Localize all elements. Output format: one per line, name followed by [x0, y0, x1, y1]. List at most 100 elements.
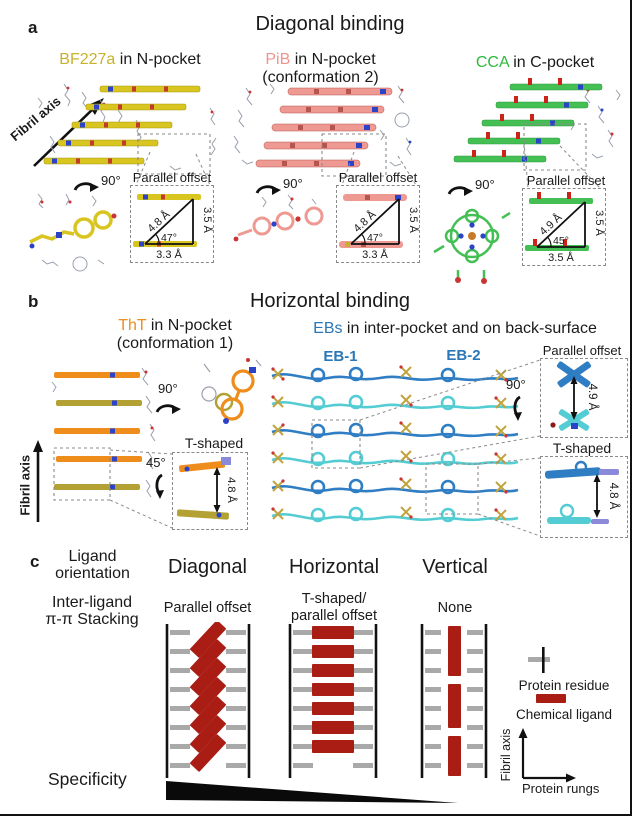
- column-header-vertical: Vertical: [422, 556, 488, 578]
- tshaped-distance-eb: 4.8 Å: [607, 483, 620, 510]
- tshaped-graphic-eb: 4.8 Å: [544, 460, 620, 524]
- bf227a-location: in N-pocket: [115, 51, 201, 68]
- eb1-label: EB-1: [323, 348, 358, 365]
- specificity-wedge: [166, 781, 458, 803]
- chemical-ligand-label: Chemical ligand: [515, 707, 613, 722]
- parallel-distance-eb: 4.9 Å: [586, 384, 599, 411]
- rotate-90-icon-a3: [447, 186, 473, 196]
- pib-top-view: [233, 194, 324, 242]
- column-header-diagonal: Diagonal: [168, 556, 247, 578]
- rotate-90-icon-tht: [155, 404, 181, 414]
- eb2-label: EB-2: [446, 347, 481, 364]
- panel-c-label: c: [30, 552, 40, 571]
- pib-stack-scene: [233, 83, 412, 177]
- parallel-offset-graphic-eb: 4.9 Å: [550, 361, 599, 431]
- parallel-offset-inset-a3: 45° 4.9 Å 3.5 Å 3.5 Å: [522, 188, 606, 266]
- fibril-axis-arrow-b: [33, 440, 43, 522]
- rotate-90-icon-a1: [73, 182, 99, 192]
- rotate-45-label-tht: 45°: [146, 455, 166, 470]
- base-value-a1: 3.3 Å: [156, 248, 182, 261]
- stacking-horizontal-line2: parallel offset: [291, 608, 377, 624]
- rotate-90-label-a3: 90°: [475, 177, 495, 192]
- pib-location: in N-pocket: [290, 51, 376, 68]
- parallel-offset-inset-eb: 4.9 Å: [540, 358, 628, 438]
- offset-triangle-a3: 45° 4.9 Å 3.5 Å 3.5 Å: [525, 192, 606, 264]
- bf227a-top-view: [29, 193, 117, 272]
- stacking-horizontal-line1: T-shaped/: [301, 591, 367, 607]
- phosphate-oxygens: [271, 365, 508, 519]
- tshaped-graphic-tht: 4.8 Å: [176, 457, 238, 520]
- chemical-ligand-icon: [536, 694, 566, 703]
- rotate-90-label-eb: 90°: [506, 377, 526, 392]
- rise-value-a3: 3.5 Å: [593, 210, 605, 236]
- pib-ligand-name: PiB: [265, 51, 291, 68]
- tshaped-distance-tht: 4.8 Å: [225, 477, 238, 503]
- row-label-ligand: Ligand: [68, 548, 117, 565]
- base-value-a2: 3.3 Å: [362, 248, 388, 261]
- stacking-vertical: None: [437, 600, 473, 616]
- rotate-90-icon-a2: [255, 185, 281, 195]
- row-label-pipi-stacking: π-π Stacking: [45, 611, 139, 628]
- ladder-horizontal: [288, 624, 378, 778]
- row-label-orientation: orientation: [55, 565, 130, 582]
- rotate-90-icon-eb: [513, 395, 522, 421]
- rotate-90-label-a2: 90°: [283, 176, 303, 191]
- panel-a-label: a: [28, 18, 38, 37]
- tshaped-inset-tht: 4.8 Å: [172, 452, 248, 530]
- rotate-45-icon-tht: [155, 473, 164, 499]
- bf227a-stack-scene: [33, 83, 217, 175]
- tht-conformation: (conformation 1): [116, 335, 234, 352]
- tshaped-title-tht: T-shaped: [184, 435, 244, 451]
- base-value-a3: 3.5 Å: [548, 251, 574, 264]
- offset-triangle-a1: 47° 4.8 Å 3.3 Å 3.5 Å: [133, 194, 214, 261]
- ladder-vertical: [420, 624, 488, 778]
- tshaped-inset-eb: 4.8 Å: [540, 456, 628, 538]
- parallel-offset-title-eb: Parallel offset: [542, 343, 622, 358]
- rise-value-a2: 3.5 Å: [407, 207, 419, 233]
- parallel-offset-inset-a1: 47° 4.8 Å 3.3 Å 3.5 Å: [130, 185, 214, 263]
- parallel-offset-title-a1: Parallel offset: [132, 170, 212, 185]
- pib-conformation: (conformation 2): [262, 69, 379, 86]
- protein-residue-label: Protein residue: [518, 678, 610, 693]
- bf227a-ligand-name: BF227a: [59, 51, 116, 68]
- pib-subtitle: PiB in N-pocket: [228, 51, 413, 69]
- stacking-diagonal: Parallel offset: [163, 600, 252, 616]
- fibril-axis-label-b: Fibril axis: [17, 454, 33, 516]
- ebs-ligand-name: EBs: [313, 320, 343, 337]
- fibril-protein-axes-icon: [518, 728, 576, 783]
- rotate-90-label-tht: 90°: [158, 381, 178, 396]
- fibril-axis-label-c: Fibril axis: [499, 728, 513, 782]
- parallel-offset-inset-a2: 47° 4.8 Å 3.3 Å 3.5 Å: [336, 185, 420, 263]
- angle-value-a1: 47°: [161, 232, 177, 244]
- ebs-location: in inter-pocket and on back-surface: [342, 320, 597, 337]
- rise-value-a1: 3.5 Å: [201, 207, 213, 233]
- rotate-90-label-a1: 90°: [101, 173, 121, 188]
- bf227a-subtitle: BF227a in N-pocket: [30, 51, 230, 69]
- panel-a-title: Diagonal binding: [255, 13, 405, 35]
- panel-b-title: Horizontal binding: [249, 290, 411, 312]
- ebs-subtitle: EBs in inter-pocket and on back-surface: [285, 320, 625, 338]
- angle-value-a3: 45°: [553, 235, 569, 247]
- cca-top-view: [433, 208, 511, 284]
- cca-ligand-name: CCA: [475, 54, 509, 71]
- tht-top-view: [201, 358, 262, 424]
- tht-ligand-name: ThT: [118, 317, 147, 334]
- cca-subtitle: CCA in C-pocket: [450, 54, 620, 72]
- tshaped-title-eb: T-shaped: [552, 440, 612, 456]
- protein-residue-icon: [528, 647, 550, 673]
- panel-b-label: b: [28, 292, 39, 311]
- parallel-offset-title-a3: Parallel offset: [526, 173, 606, 188]
- tht-location: in N-pocket: [146, 317, 232, 334]
- ladder-diagonal: [165, 622, 251, 778]
- parallel-offset-title-a2: Parallel offset: [338, 170, 418, 185]
- offset-triangle-a2: 47° 4.8 Å 3.3 Å 3.5 Å: [339, 194, 420, 261]
- cca-stack-scene: [453, 78, 621, 171]
- column-header-horizontal: Horizontal: [288, 556, 380, 578]
- specificity-label: Specificity: [48, 769, 127, 789]
- phosphate-marks: [272, 366, 507, 521]
- tht-subtitle: ThT in N-pocket: [75, 317, 275, 335]
- eb-rows: [271, 366, 519, 523]
- protein-rungs-label: Protein rungs: [522, 781, 600, 796]
- row-label-interligand: Inter-ligand: [51, 594, 133, 611]
